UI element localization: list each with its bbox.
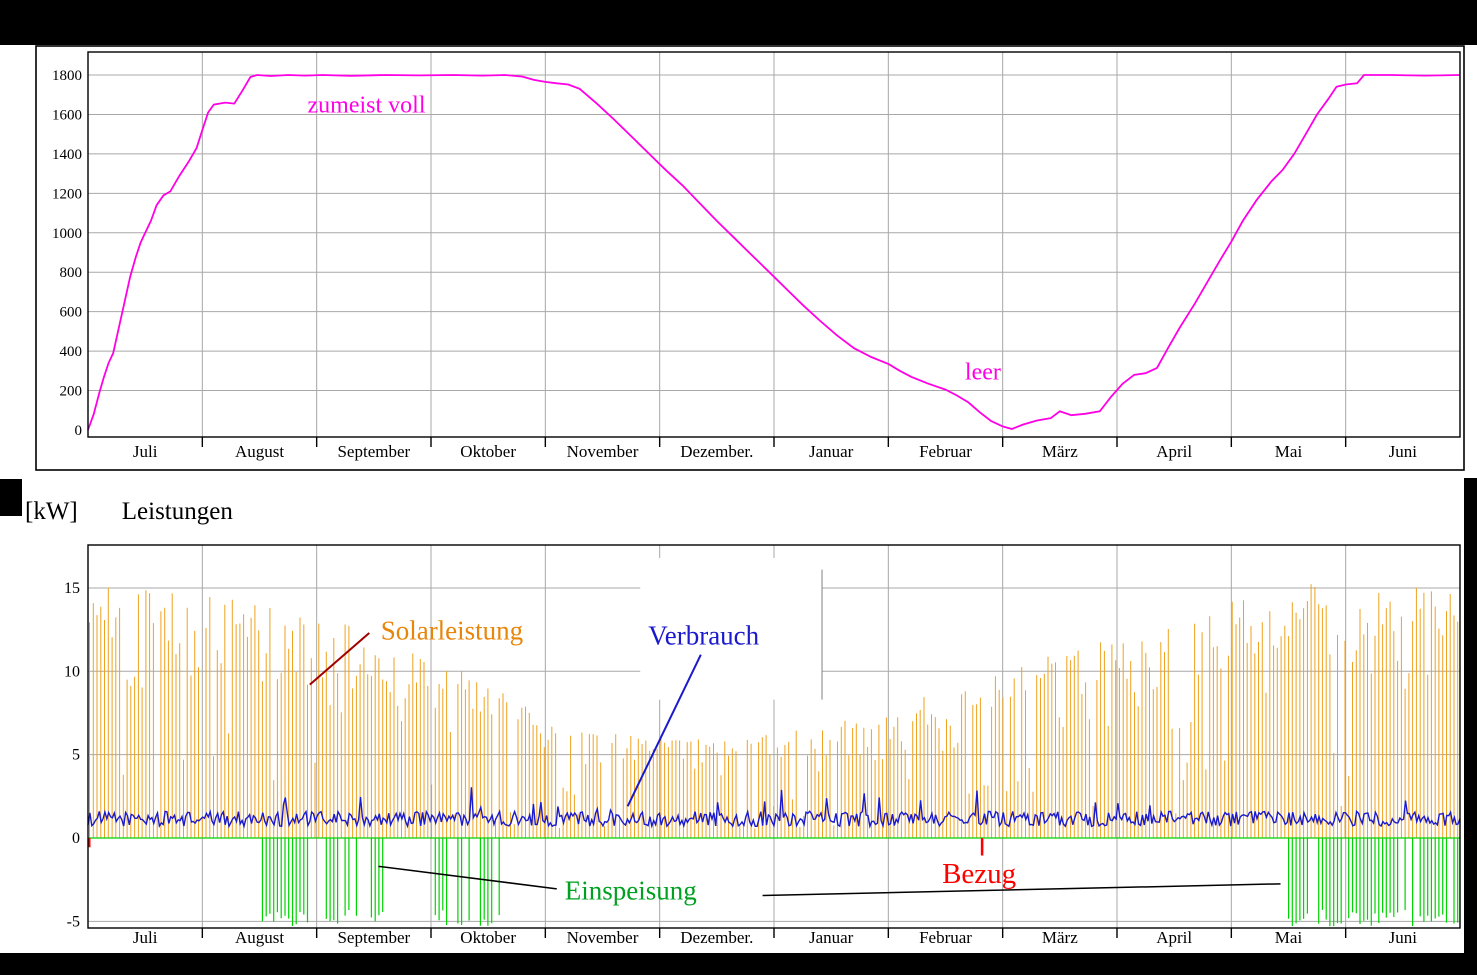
svg-text:April: April: [1156, 442, 1192, 461]
svg-text:Oktober: Oktober: [460, 928, 516, 947]
svg-text:200: 200: [60, 384, 83, 400]
svg-text:Einspeisung: Einspeisung: [565, 876, 697, 906]
svg-text:800: 800: [60, 265, 83, 281]
svg-text:September: September: [337, 442, 410, 461]
annotation-pointer-line: [762, 883, 1281, 897]
svg-text:1600: 1600: [52, 107, 82, 123]
svg-text:August: August: [235, 928, 284, 947]
bezug-marks: [88, 838, 984, 853]
battery-soc-plot: 0 200 400 600 800 1000 1200 1400 1600 1800 Juli Aug…: [35, 45, 1465, 471]
leistungen-plot: Solarleistung Verbrauch Einspeisung Bezug 15…: [64, 544, 1461, 947]
svg-text:Januar: Januar: [809, 928, 854, 947]
letterbox-top-bar: [0, 0, 1477, 45]
svg-text:Verbrauch: Verbrauch: [648, 621, 759, 651]
svg-text:März: März: [1042, 928, 1078, 947]
svg-text:Juli: Juli: [133, 442, 158, 461]
battery-soc-chart: 0 200 400 600 800 1000 1200 1400 1600 1800 Juli Aug…: [35, 45, 1465, 475]
svg-text:Februar: Februar: [919, 928, 972, 947]
consumption-line: [87, 787, 1461, 829]
svg-text:0: 0: [75, 423, 83, 439]
svg-text:1800: 1800: [52, 68, 82, 84]
svg-text:Februar: Februar: [919, 442, 972, 461]
svg-text:Solarleistung: Solarleistung: [381, 616, 524, 646]
svg-text:September: September: [337, 928, 410, 947]
annotation-pointer-line: [626, 654, 702, 807]
svg-text:Mai: Mai: [1275, 928, 1303, 947]
chart-outer-border: [35, 45, 1465, 471]
svg-text:April: April: [1156, 928, 1192, 947]
svg-text:Oktober: Oktober: [460, 442, 516, 461]
page-title: Leistungen: [121, 498, 233, 525]
letterbox-right-bar: [1464, 478, 1477, 953]
battery-soc-line: [87, 74, 1461, 431]
svg-text:1400: 1400: [52, 147, 82, 163]
annotation-pointer-line: [309, 632, 370, 686]
svg-text:Januar: Januar: [809, 442, 854, 461]
svg-text:10: 10: [64, 663, 80, 680]
svg-text:Mai: Mai: [1275, 442, 1303, 461]
svg-text:400: 400: [60, 344, 83, 360]
label-backing-patch: [640, 557, 823, 700]
letterbox-bottom-bar: [0, 953, 1477, 975]
svg-text:Juni: Juni: [1389, 442, 1418, 461]
svg-text:0: 0: [72, 830, 80, 847]
svg-text:-5: -5: [67, 913, 80, 930]
svg-text:1200: 1200: [52, 186, 82, 202]
svg-text:November: November: [567, 928, 639, 947]
solar-spikes: [89, 584, 1459, 838]
svg-text:1000: 1000: [52, 226, 82, 242]
svg-text:Dezember.: Dezember.: [680, 442, 753, 461]
svg-text:August: August: [235, 442, 284, 461]
svg-text:leer: leer: [965, 360, 1001, 386]
lower-chart-title-row: [kW] Leistungen: [25, 498, 233, 526]
leistungen-chart: Solarleistung Verbrauch Einspeisung Bezug 15…: [20, 540, 1465, 955]
svg-text:15: 15: [64, 580, 80, 597]
svg-text:Juni: Juni: [1389, 928, 1418, 947]
svg-text:600: 600: [60, 305, 83, 321]
annotation-pointer-line: [378, 865, 557, 890]
svg-text:Dezember.: Dezember.: [680, 928, 753, 947]
svg-text:Juli: Juli: [133, 928, 158, 947]
svg-text:März: März: [1042, 442, 1078, 461]
svg-text:5: 5: [72, 747, 80, 764]
y-axis-unit-label: [kW]: [25, 498, 78, 525]
feedin-spikes: [88, 837, 1460, 927]
svg-text:Bezug: Bezug: [942, 858, 1016, 890]
letterbox-left-notch: [0, 479, 22, 516]
svg-text:zumeist voll: zumeist voll: [308, 92, 426, 118]
svg-text:November: November: [567, 442, 639, 461]
